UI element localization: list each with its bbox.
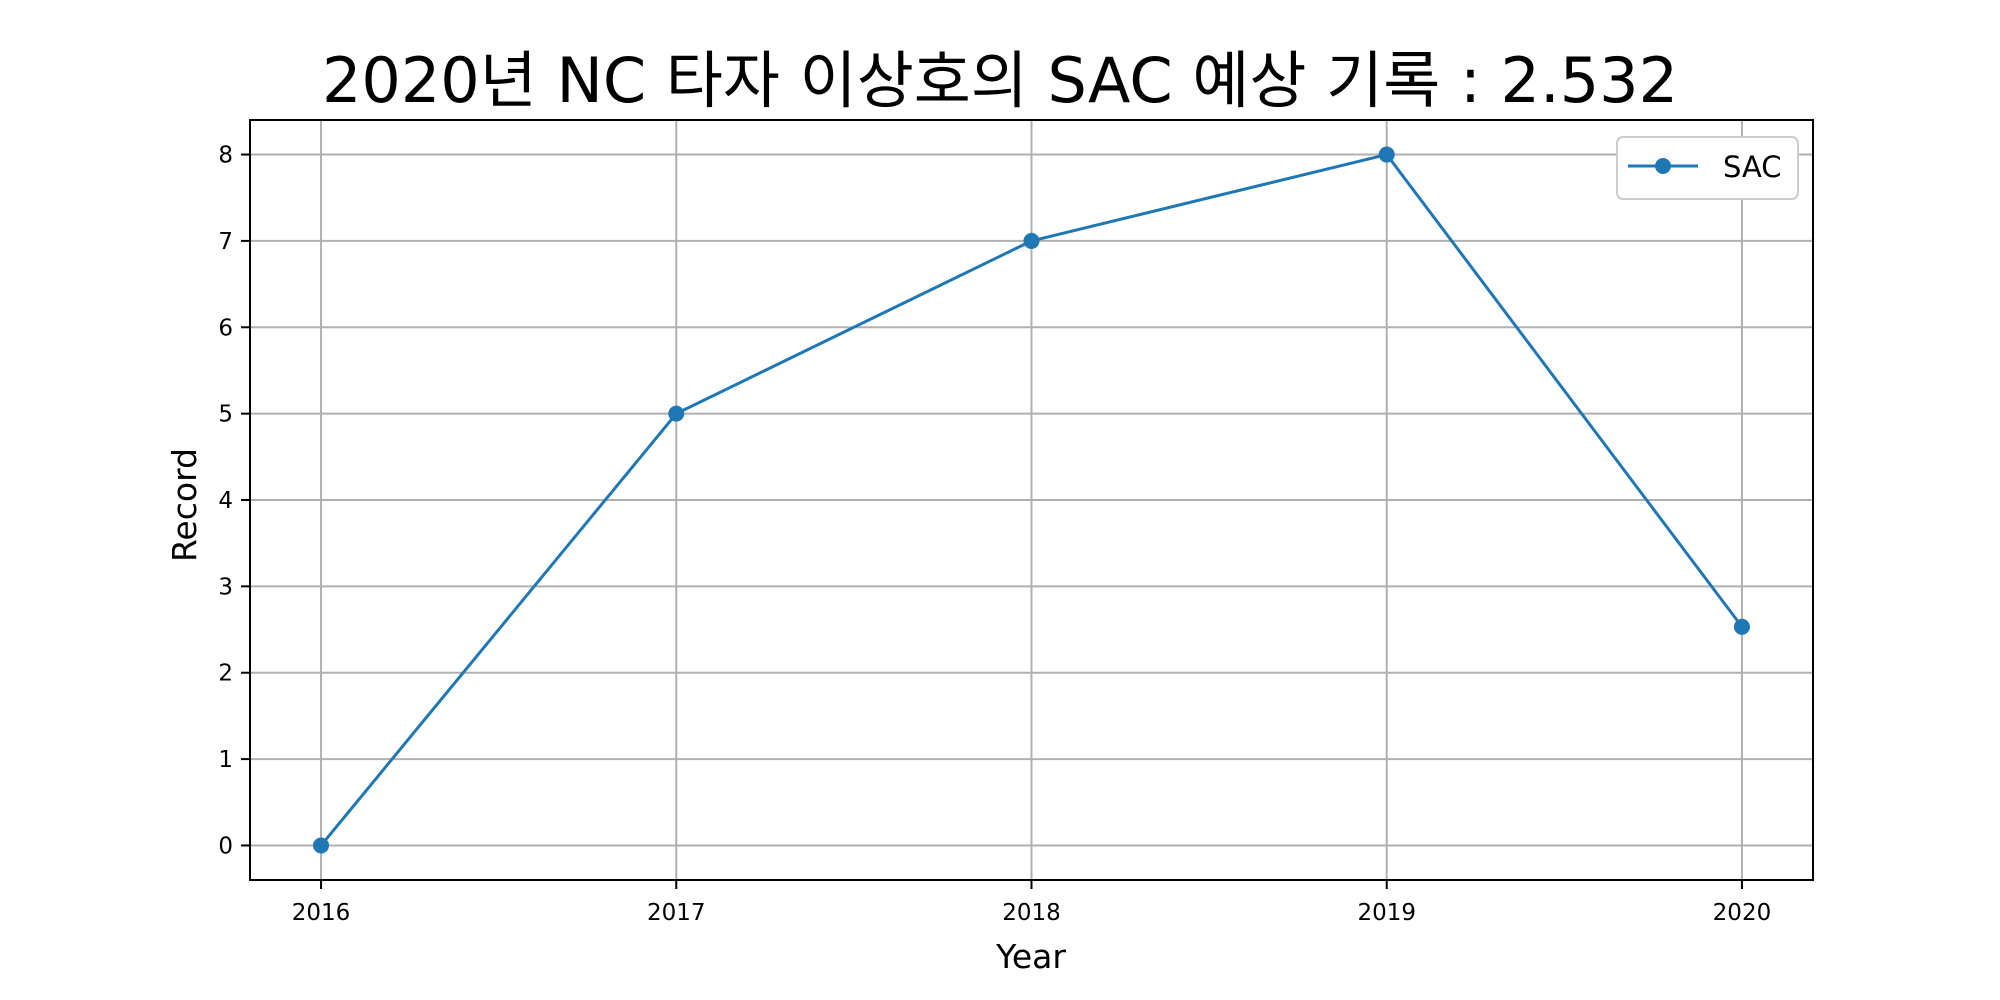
data-point bbox=[1378, 146, 1395, 163]
y-tick-label: 4 bbox=[218, 488, 233, 514]
y-axis-ticks: 0 1 2 3 4 5 6 7 8 bbox=[218, 143, 250, 859]
x-tick-label: 2017 bbox=[647, 900, 706, 926]
data-point bbox=[313, 837, 330, 854]
y-tick-label: 8 bbox=[218, 143, 233, 169]
y-tick-label: 6 bbox=[218, 315, 233, 341]
y-tick-label: 3 bbox=[218, 574, 233, 600]
y-axis-label: Record bbox=[165, 448, 204, 562]
data-point bbox=[1733, 618, 1750, 635]
series-layer bbox=[313, 146, 1750, 854]
legend: SAC bbox=[1616, 136, 1799, 200]
y-tick-label: 0 bbox=[218, 833, 233, 859]
y-tick-label: 5 bbox=[218, 402, 233, 428]
legend-marker-icon bbox=[1655, 158, 1671, 174]
x-tick-label: 2018 bbox=[1002, 900, 1061, 926]
data-point bbox=[668, 405, 685, 422]
y-tick-label: 2 bbox=[218, 661, 233, 687]
y-tick-label: 7 bbox=[218, 229, 233, 255]
x-tick-label: 2020 bbox=[1713, 900, 1772, 926]
legend-label: SAC bbox=[1723, 150, 1782, 184]
legend-box bbox=[1616, 136, 1799, 200]
x-tick-label: 2016 bbox=[292, 900, 351, 926]
data-point bbox=[1023, 232, 1040, 249]
x-axis-ticks: 2016 2017 2018 2019 2020 bbox=[292, 880, 1771, 926]
x-tick-label: 2019 bbox=[1357, 900, 1416, 926]
y-tick-label: 1 bbox=[218, 747, 233, 773]
plot-frame bbox=[249, 119, 1814, 881]
x-axis-label: Year bbox=[995, 937, 1066, 976]
chart-title: 2020년 NC 타자 이상호의 SAC 예상 기록 : 2.532 bbox=[322, 44, 1678, 117]
